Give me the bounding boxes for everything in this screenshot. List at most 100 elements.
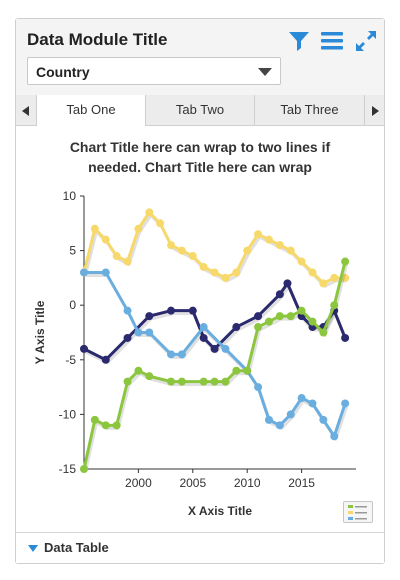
series-0-point xyxy=(167,241,176,250)
x-tick-label: 2000 xyxy=(125,476,152,490)
filter-icon[interactable] xyxy=(287,29,311,53)
series-3-point xyxy=(330,301,339,310)
series-1-point xyxy=(275,290,284,299)
series-3-point xyxy=(243,366,252,375)
series-2-point xyxy=(264,415,273,424)
series-3-point xyxy=(308,317,317,326)
series-2-point xyxy=(286,410,295,419)
data-table-toggle[interactable]: Data Table xyxy=(28,540,109,555)
series-0-point xyxy=(199,262,208,271)
dropdown-selected-value: Country xyxy=(36,64,90,80)
series-1-point xyxy=(283,279,292,288)
series-2-point xyxy=(145,328,154,337)
series-0-point xyxy=(101,235,110,244)
data-table-label: Data Table xyxy=(44,540,109,555)
series-3-line xyxy=(82,261,347,470)
chart-title-line-2: needed. Chart Title here can wrap xyxy=(88,159,312,175)
series-3-shadow xyxy=(84,264,349,473)
y-tick-label: 0 xyxy=(69,298,76,312)
y-axis-title: Y Axis Title xyxy=(33,300,47,364)
y-tick-label: 10 xyxy=(63,189,77,203)
series-1-point xyxy=(167,306,176,315)
tab-two[interactable]: Tab Two xyxy=(146,95,255,125)
series-3-point xyxy=(177,377,186,386)
series-3-point xyxy=(319,328,328,337)
series-2-point xyxy=(80,268,88,277)
series-3-point xyxy=(101,421,110,430)
series-0-point xyxy=(264,235,273,244)
series-0-point xyxy=(177,246,186,255)
series-0-point xyxy=(156,219,165,228)
series-0-point xyxy=(254,230,263,239)
menu-icon[interactable] xyxy=(320,29,344,53)
series-2-point xyxy=(199,323,208,332)
series-3-point xyxy=(254,323,263,332)
series-2-point xyxy=(308,399,317,408)
arrow-left-icon xyxy=(22,106,29,116)
series-1-point xyxy=(123,333,132,342)
chart-title: Chart Title here can wrap to two lines i… xyxy=(16,137,384,177)
y-tick-label: -5 xyxy=(65,353,76,367)
series-0-point xyxy=(123,257,132,266)
series-1-point xyxy=(254,312,263,321)
series-2-shadow xyxy=(85,273,349,441)
series-3-point xyxy=(341,257,350,266)
data-module: Data Module Title Country xyxy=(15,18,385,564)
series-2-point xyxy=(297,394,306,403)
legend-icon xyxy=(348,505,367,520)
series-2-point xyxy=(101,268,110,277)
series-3-point xyxy=(134,366,143,375)
country-dropdown[interactable]: Country xyxy=(27,57,281,85)
series-2-point xyxy=(177,350,186,359)
series-1-point xyxy=(145,312,154,321)
tab-scroll-right-button[interactable] xyxy=(365,95,385,125)
line-chart: 10 5 0 -5 -10 -15 2000 2005 2010 2015 X Axis Title… xyxy=(33,189,356,518)
series-3-point xyxy=(275,312,284,321)
series-0-point xyxy=(297,257,306,266)
series-2-point xyxy=(167,350,176,359)
series-2-point xyxy=(275,421,284,430)
series-0-point xyxy=(90,224,99,233)
series-3-point xyxy=(80,465,88,473)
triangle-down-icon xyxy=(28,545,38,553)
series-1-point xyxy=(210,344,219,353)
series-2-point xyxy=(254,383,263,392)
x-tick-label: 2005 xyxy=(179,476,206,490)
series-1-point xyxy=(341,333,350,342)
series-2-point xyxy=(221,344,230,353)
series-0-point xyxy=(112,252,121,261)
series-1-point xyxy=(188,306,197,315)
tab-scroll-left-button[interactable] xyxy=(16,95,37,125)
series-1-point xyxy=(232,323,241,332)
series-3-point xyxy=(286,312,295,321)
series-0-point xyxy=(210,268,219,277)
series-3-point xyxy=(264,317,273,326)
tab-one[interactable]: Tab One xyxy=(37,95,146,126)
module-footer: Data Table xyxy=(16,532,384,563)
tab-bar: Tab One Tab Two Tab Three xyxy=(16,95,384,126)
series-3-point xyxy=(167,377,176,386)
series-1-point xyxy=(80,344,88,353)
series-2-point xyxy=(134,328,143,337)
expand-icon[interactable] xyxy=(354,29,378,53)
series-0-point xyxy=(330,273,339,282)
series-3-point xyxy=(199,377,208,386)
series-2-point xyxy=(123,306,132,315)
series-3-point xyxy=(210,377,219,386)
series-0-point xyxy=(145,208,154,217)
series-3-point xyxy=(90,415,99,424)
series-2-point xyxy=(341,399,350,408)
series-0-point xyxy=(188,252,197,261)
tab-three[interactable]: Tab Three xyxy=(255,95,365,125)
series-0-point xyxy=(286,246,295,255)
y-tick-label: -10 xyxy=(59,407,77,421)
legend-toggle-button[interactable] xyxy=(343,501,373,523)
series-2-point xyxy=(330,432,339,441)
chart-title-line-1: Chart Title here can wrap to two lines i… xyxy=(69,139,331,155)
series-0-point xyxy=(308,268,317,277)
series-0-point xyxy=(243,246,252,255)
x-tick-label: 2015 xyxy=(288,476,315,490)
series-3-point xyxy=(297,306,306,315)
x-axis-title: X Axis Title xyxy=(188,504,252,518)
series-2-point xyxy=(319,415,328,424)
